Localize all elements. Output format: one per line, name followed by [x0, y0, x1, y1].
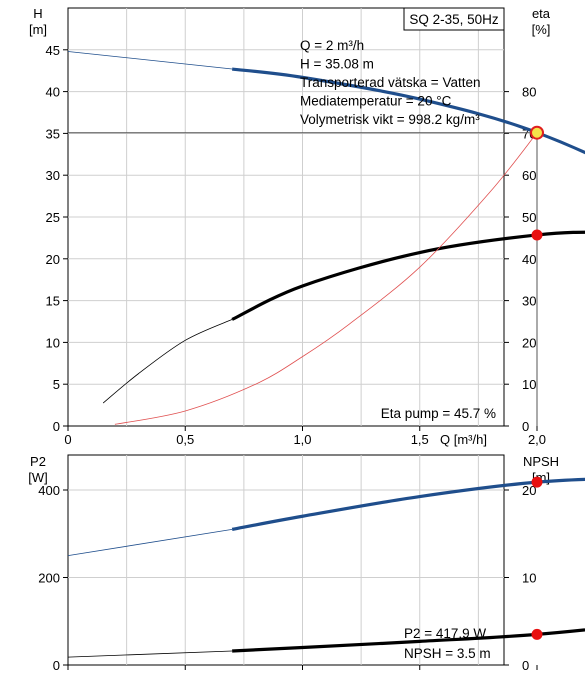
info-line: Transporterad vätska = Vatten	[300, 75, 480, 90]
y-right-tick-label: 30	[522, 294, 536, 309]
y-left-title: H	[33, 6, 42, 21]
y-left-tick-label: 40	[46, 85, 60, 100]
model-label: SQ 2-35, 50Hz	[409, 12, 499, 27]
y-right-tick-label: 10	[522, 377, 536, 392]
operating-point-head	[530, 125, 544, 140]
model-label-box	[403, 7, 505, 31]
info-line: P2 = 417.9 W	[404, 626, 486, 641]
x-tick-label: 1,0	[293, 432, 311, 447]
info-line: Q = 2 m³/h	[300, 38, 364, 53]
y-left-tick-label: 10	[46, 335, 60, 350]
x-axis-label: Q [m³/h]	[440, 432, 487, 447]
series-p2	[231, 477, 585, 531]
y-right-tick-label: 60	[522, 168, 536, 183]
x-tick-label: 0	[64, 432, 71, 447]
y-right-tick-label: 20	[522, 335, 536, 350]
x-tick-label: 1,5	[411, 432, 429, 447]
y-left-tick-label: 5	[53, 377, 60, 392]
y-left-tick-label: 30	[46, 168, 60, 183]
y-right-tick-label: 80	[522, 85, 536, 100]
y-left-tick-label: 0	[53, 658, 60, 673]
y-left-tick-label: 400	[38, 483, 60, 498]
y-left-tick-label: 200	[38, 571, 60, 586]
y-left-unit: [m]	[29, 22, 47, 37]
y-left-tick-label: 25	[46, 210, 60, 225]
y-left-tick-label: 0	[53, 419, 60, 434]
info-line: Mediatemperatur = 20 °C	[300, 94, 452, 109]
y-left-tick-label: 35	[46, 126, 60, 141]
y-left-tick-label: 15	[46, 294, 60, 309]
series-eta-ext	[102, 319, 233, 404]
x-tick-label: 2,0	[528, 432, 546, 447]
operating-point-npsh	[531, 628, 543, 640]
y-right-tick-label: 0	[522, 658, 529, 673]
y-left-unit: [W]	[28, 470, 48, 485]
y-right-tick-label: 40	[522, 252, 536, 267]
y-right-title: NPSH	[523, 454, 559, 469]
series-p2-ext	[67, 528, 233, 557]
y-right-tick-label: 20	[522, 483, 536, 498]
y-right-title: eta	[532, 6, 551, 21]
series-eta	[231, 230, 585, 321]
info-line: Volymetrisk vikt = 998.2 kg/m³	[300, 112, 480, 127]
series-head-ext	[67, 51, 233, 70]
y-left-tick-label: 20	[46, 252, 60, 267]
x-tick-label: 0,5	[176, 432, 194, 447]
operating-point-p2	[531, 476, 543, 488]
info-line: NPSH = 3.5 m	[404, 646, 491, 661]
y-right-tick-label: 10	[522, 571, 536, 586]
y-right-tick-label: 0	[522, 419, 529, 434]
series-npsh-ext	[67, 650, 233, 658]
y-left-tick-label: 45	[46, 43, 60, 58]
series-system-curve	[114, 132, 538, 425]
operating-point-eta	[531, 229, 543, 241]
eta-pump-label: Eta pump = 45.7 %	[381, 406, 496, 421]
y-right-unit: [%]	[532, 22, 551, 37]
y-left-title: P2	[30, 454, 46, 469]
info-line: H = 35.08 m	[300, 57, 374, 72]
y-right-tick-label: 50	[522, 210, 536, 225]
